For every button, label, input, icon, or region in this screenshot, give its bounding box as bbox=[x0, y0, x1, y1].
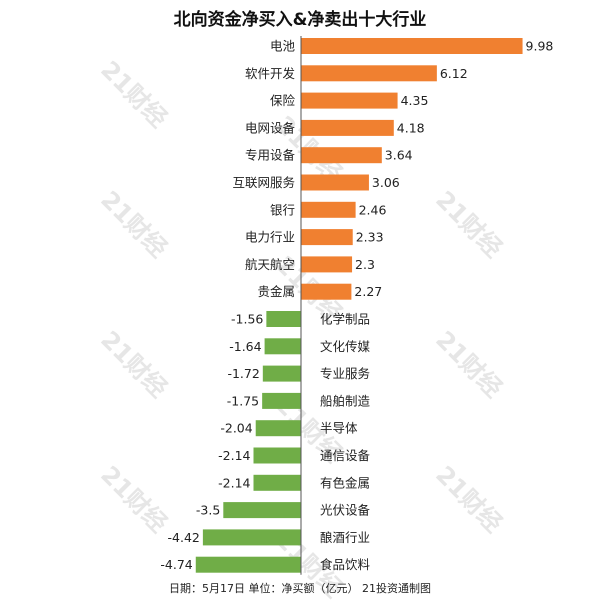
bar bbox=[301, 256, 353, 273]
bar bbox=[301, 174, 369, 191]
bar bbox=[253, 447, 301, 464]
data-label: -2.14 bbox=[218, 448, 250, 463]
data-label: -3.5 bbox=[196, 503, 220, 518]
data-label: 3.06 bbox=[372, 175, 400, 190]
category-label: 互联网服务 bbox=[232, 175, 295, 190]
category-label: 食品饮料 bbox=[320, 557, 371, 572]
bar bbox=[301, 283, 352, 300]
bar bbox=[195, 556, 301, 573]
data-label: 9.98 bbox=[526, 39, 554, 54]
category-label: 电池 bbox=[270, 39, 296, 54]
category-label: 银行 bbox=[270, 202, 295, 217]
data-label: 3.64 bbox=[385, 148, 413, 163]
category-label: 贵金属 bbox=[257, 284, 295, 299]
data-label: -2.14 bbox=[218, 475, 250, 490]
bar bbox=[255, 420, 301, 437]
category-label: 软件开发 bbox=[245, 66, 296, 81]
category-label: 电网设备 bbox=[245, 120, 296, 135]
bar bbox=[262, 365, 301, 382]
bar bbox=[253, 474, 301, 491]
category-label: 光伏设备 bbox=[320, 503, 371, 518]
bar bbox=[262, 392, 301, 409]
data-label: -4.42 bbox=[168, 530, 200, 545]
chart-title: 北向资金净买入&净卖出十大行业 bbox=[173, 10, 427, 30]
data-label: -1.72 bbox=[227, 366, 259, 381]
category-label: 半导体 bbox=[320, 421, 358, 436]
data-label: 2.46 bbox=[359, 202, 387, 217]
data-label: 2.3 bbox=[355, 257, 375, 272]
category-label: 酿酒行业 bbox=[320, 530, 370, 545]
category-label: 专业服务 bbox=[320, 366, 370, 381]
data-label: 2.33 bbox=[356, 230, 384, 245]
bar bbox=[301, 147, 382, 164]
bar bbox=[301, 119, 394, 136]
category-label: 化学制品 bbox=[320, 312, 370, 327]
category-label: 有色金属 bbox=[320, 475, 370, 490]
data-label: 6.12 bbox=[440, 66, 468, 81]
data-label: -2.04 bbox=[220, 421, 252, 436]
data-label: -1.64 bbox=[229, 339, 261, 354]
category-label: 航天航空 bbox=[245, 257, 295, 272]
bar bbox=[301, 92, 398, 109]
bar bbox=[301, 201, 356, 218]
chart-footer: 日期：5月17日 单位：净买额（亿元） 21投资通制图 bbox=[169, 582, 431, 595]
data-label: 2.27 bbox=[354, 284, 382, 299]
bar bbox=[301, 38, 523, 54]
category-label: 保险 bbox=[270, 93, 296, 108]
data-label: -1.56 bbox=[231, 312, 263, 327]
category-label: 通信设备 bbox=[320, 448, 371, 463]
category-label: 电力行业 bbox=[245, 230, 295, 245]
bar bbox=[223, 502, 301, 519]
data-label: 4.35 bbox=[401, 93, 429, 108]
category-label: 船舶制造 bbox=[320, 393, 371, 408]
category-label: 文化传媒 bbox=[320, 339, 371, 354]
data-label: -4.74 bbox=[160, 557, 192, 572]
bar bbox=[301, 229, 353, 246]
data-label: -1.75 bbox=[227, 393, 259, 408]
bar bbox=[202, 529, 301, 546]
bar bbox=[264, 338, 301, 355]
bar bbox=[301, 65, 437, 82]
bar bbox=[266, 311, 301, 327]
category-label: 专用设备 bbox=[245, 148, 296, 163]
data-label: 4.18 bbox=[397, 120, 425, 135]
